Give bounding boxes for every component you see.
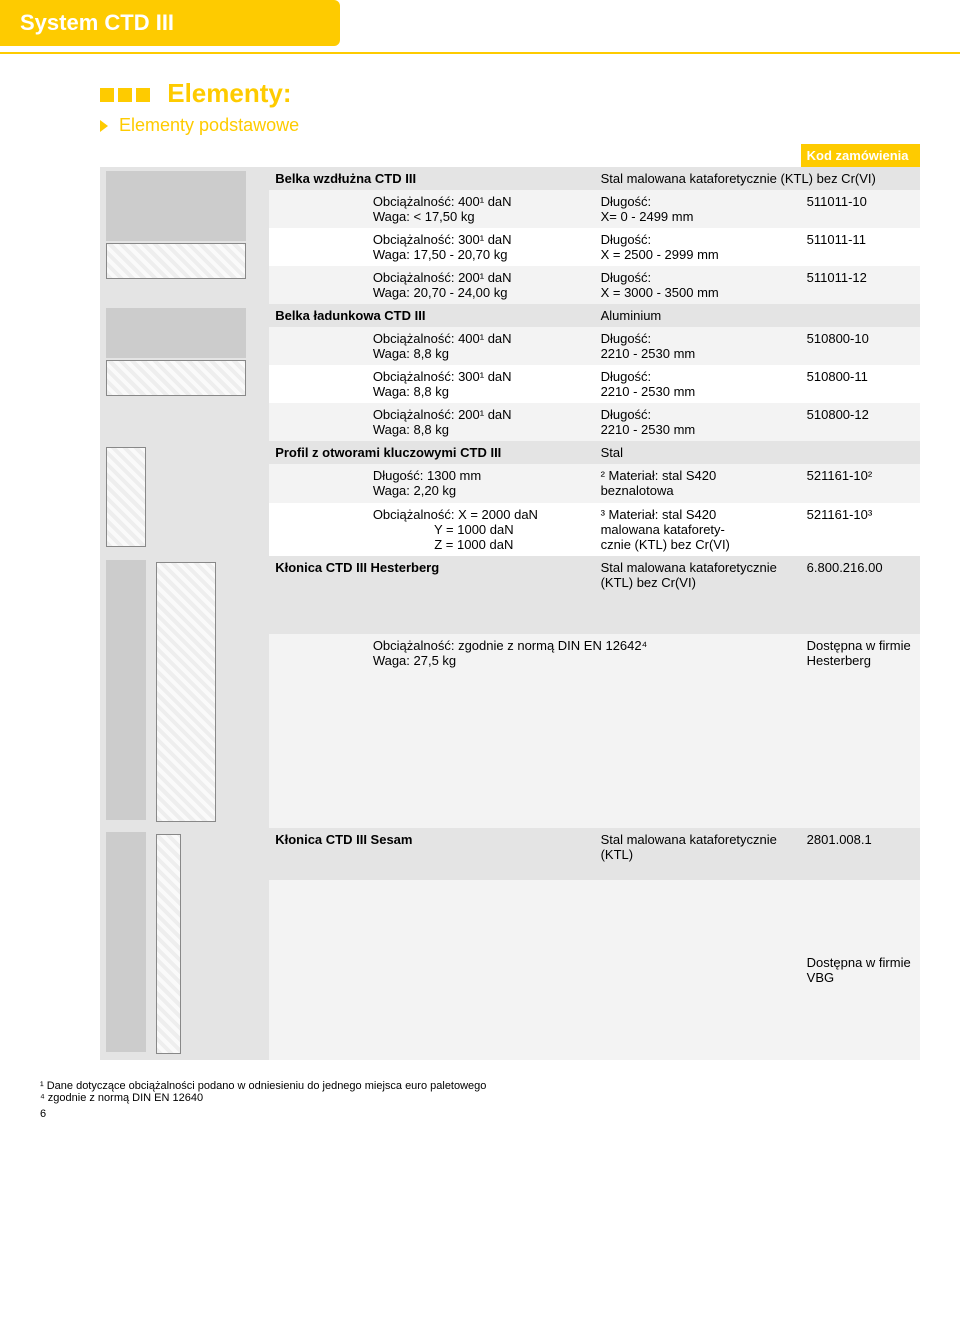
table-header-row: Kod zamówienia [100, 144, 920, 167]
section-header-row: Profil z otworami kluczowymi CTD III Sta… [100, 441, 920, 464]
heading-elements: Elementy: [100, 78, 920, 109]
spec-cell: Obciążalność: zgodnie z normą DIN EN 126… [373, 638, 647, 653]
section-header-row: Belka wzdłużna CTD III Stal malowana kat… [100, 167, 920, 190]
product-photo [106, 560, 146, 820]
spec-cell: Waga: 27,5 kg [373, 653, 456, 668]
page-number: 6 [0, 1108, 960, 1120]
spec-cell: Długość: [601, 194, 652, 209]
page-header-bar: System CTD III [0, 0, 340, 46]
footnotes: ¹ Dane dotyczące obciążalności podano w … [0, 1080, 960, 1104]
triangle-icon [100, 120, 108, 132]
spec-cell: Waga: 2,20 kg [373, 483, 456, 498]
spec-cell: Obciążalność: 300¹ daN [373, 369, 512, 384]
spec-table: Kod zamówienia Belka wzdłużna CTD III St… [100, 144, 920, 1060]
spec-cell: beznalotowa [601, 483, 674, 498]
code-cell: 2801.008.1 [801, 828, 920, 880]
code-column-header: Kod zamówienia [801, 144, 920, 167]
spec-cell: X = 2500 - 2999 mm [601, 247, 719, 262]
spec-cell: Waga: 8,8 kg [373, 346, 449, 361]
heading-elements-label: Elementy: [167, 78, 291, 108]
section-material: Stal malowana kataforetycznie (KTL) bez … [595, 167, 920, 190]
code-cell: 521161-10² [801, 464, 920, 502]
spec-cell: Długość: [601, 369, 652, 384]
subheading: Elementy podstawowe [100, 115, 920, 136]
spec-cell: malowana kataforety- [601, 522, 725, 537]
spec-cell: 2210 - 2530 mm [601, 384, 696, 399]
spec-cell: Z = 1000 daN [373, 537, 514, 552]
section-name: Kłonica CTD III Hesterberg [269, 556, 594, 634]
section-name: Belka wzdłużna CTD III [269, 167, 594, 190]
code-cell: 510800-10 [801, 327, 920, 365]
spec-cell: Długość: [601, 407, 652, 422]
code-cell: 511011-12 [801, 266, 920, 304]
footnote-1: ¹ Dane dotyczące obciążalności podano w … [40, 1080, 960, 1092]
product-photo [106, 832, 146, 1052]
code-cell: 510800-11 [801, 365, 920, 403]
code-cell: 521161-10³ [801, 503, 920, 556]
section-name: Belka ładunkowa CTD III [269, 304, 594, 327]
spec-cell: Waga: < 17,50 kg [373, 209, 475, 224]
technical-drawing [106, 243, 246, 279]
spec-cell: Obciążalność: 200¹ daN [373, 407, 512, 422]
code-cell: 511011-10 [801, 190, 920, 228]
spec-cell: 2210 - 2530 mm [601, 422, 696, 437]
spec-cell: Waga: 20,70 - 24,00 kg [373, 285, 508, 300]
spec-cell: Obciążalność: X = 2000 daN [373, 507, 538, 522]
section-material: Aluminium [595, 304, 920, 327]
code-cell: Dostępna w firmie Hesterberg [801, 634, 920, 828]
technical-drawing [106, 447, 146, 547]
section-name: Profil z otworami kluczowymi CTD III [269, 441, 594, 464]
spec-cell: Obciążalność: 200¹ daN [373, 270, 512, 285]
spec-cell: Obciążalność: 300¹ daN [373, 232, 512, 247]
code-cell: 6.800.216.00 [801, 556, 920, 634]
spec-cell: X = 3000 - 3500 mm [601, 285, 719, 300]
code-cell: Dostępna w firmie VBG [801, 880, 920, 1060]
spec-cell: Długość: [601, 331, 652, 346]
spec-cell: cznie (KTL) bez Cr(VI) [601, 537, 730, 552]
section-header-row: Kłonica CTD III Hesterberg Stal malowana… [100, 556, 920, 634]
header-rule [0, 52, 960, 54]
spec-cell: 2210 - 2530 mm [601, 346, 696, 361]
spec-cell: ² Materiał: stal S420 [601, 468, 717, 483]
section-header-row: Kłonica CTD III Sesam Stal malowana kata… [100, 828, 920, 880]
section-material: Stal malowana kataforetycznie (KTL) bez … [595, 556, 801, 634]
code-cell: 510800-12 [801, 403, 920, 441]
spec-cell: Długość: [601, 232, 652, 247]
spec-cell: Długość: 1300 mm [373, 468, 481, 483]
section-material: Stal malowana kataforetycznie (KTL) [595, 828, 801, 880]
heading-squares-icon [100, 88, 150, 102]
spec-cell: Obciążalność: 400¹ daN [373, 194, 512, 209]
technical-drawing [156, 834, 181, 1054]
code-cell: 511011-11 [801, 228, 920, 266]
spec-cell: X= 0 - 2499 mm [601, 209, 694, 224]
section-material: Stal [595, 441, 920, 464]
technical-drawing [106, 360, 246, 396]
subheading-label: Elementy podstawowe [119, 115, 299, 135]
spec-cell: Waga: 8,8 kg [373, 422, 449, 437]
product-photo [106, 171, 246, 241]
section-header-row: Belka ładunkowa CTD III Aluminium [100, 304, 920, 327]
spec-cell: Obciążalność: 400¹ daN [373, 331, 512, 346]
spec-cell: Y = 1000 daN [373, 522, 514, 537]
technical-drawing [156, 562, 216, 822]
section-name: Kłonica CTD III Sesam [269, 828, 594, 880]
footnote-4: ⁴ zgodnie z normą DIN EN 12640 [40, 1092, 960, 1104]
spec-cell: ³ Materiał: stal S420 [601, 507, 717, 522]
spec-cell: Długość: [601, 270, 652, 285]
product-photo [106, 308, 246, 358]
spec-cell: Waga: 8,8 kg [373, 384, 449, 399]
spec-cell: Waga: 17,50 - 20,70 kg [373, 247, 508, 262]
